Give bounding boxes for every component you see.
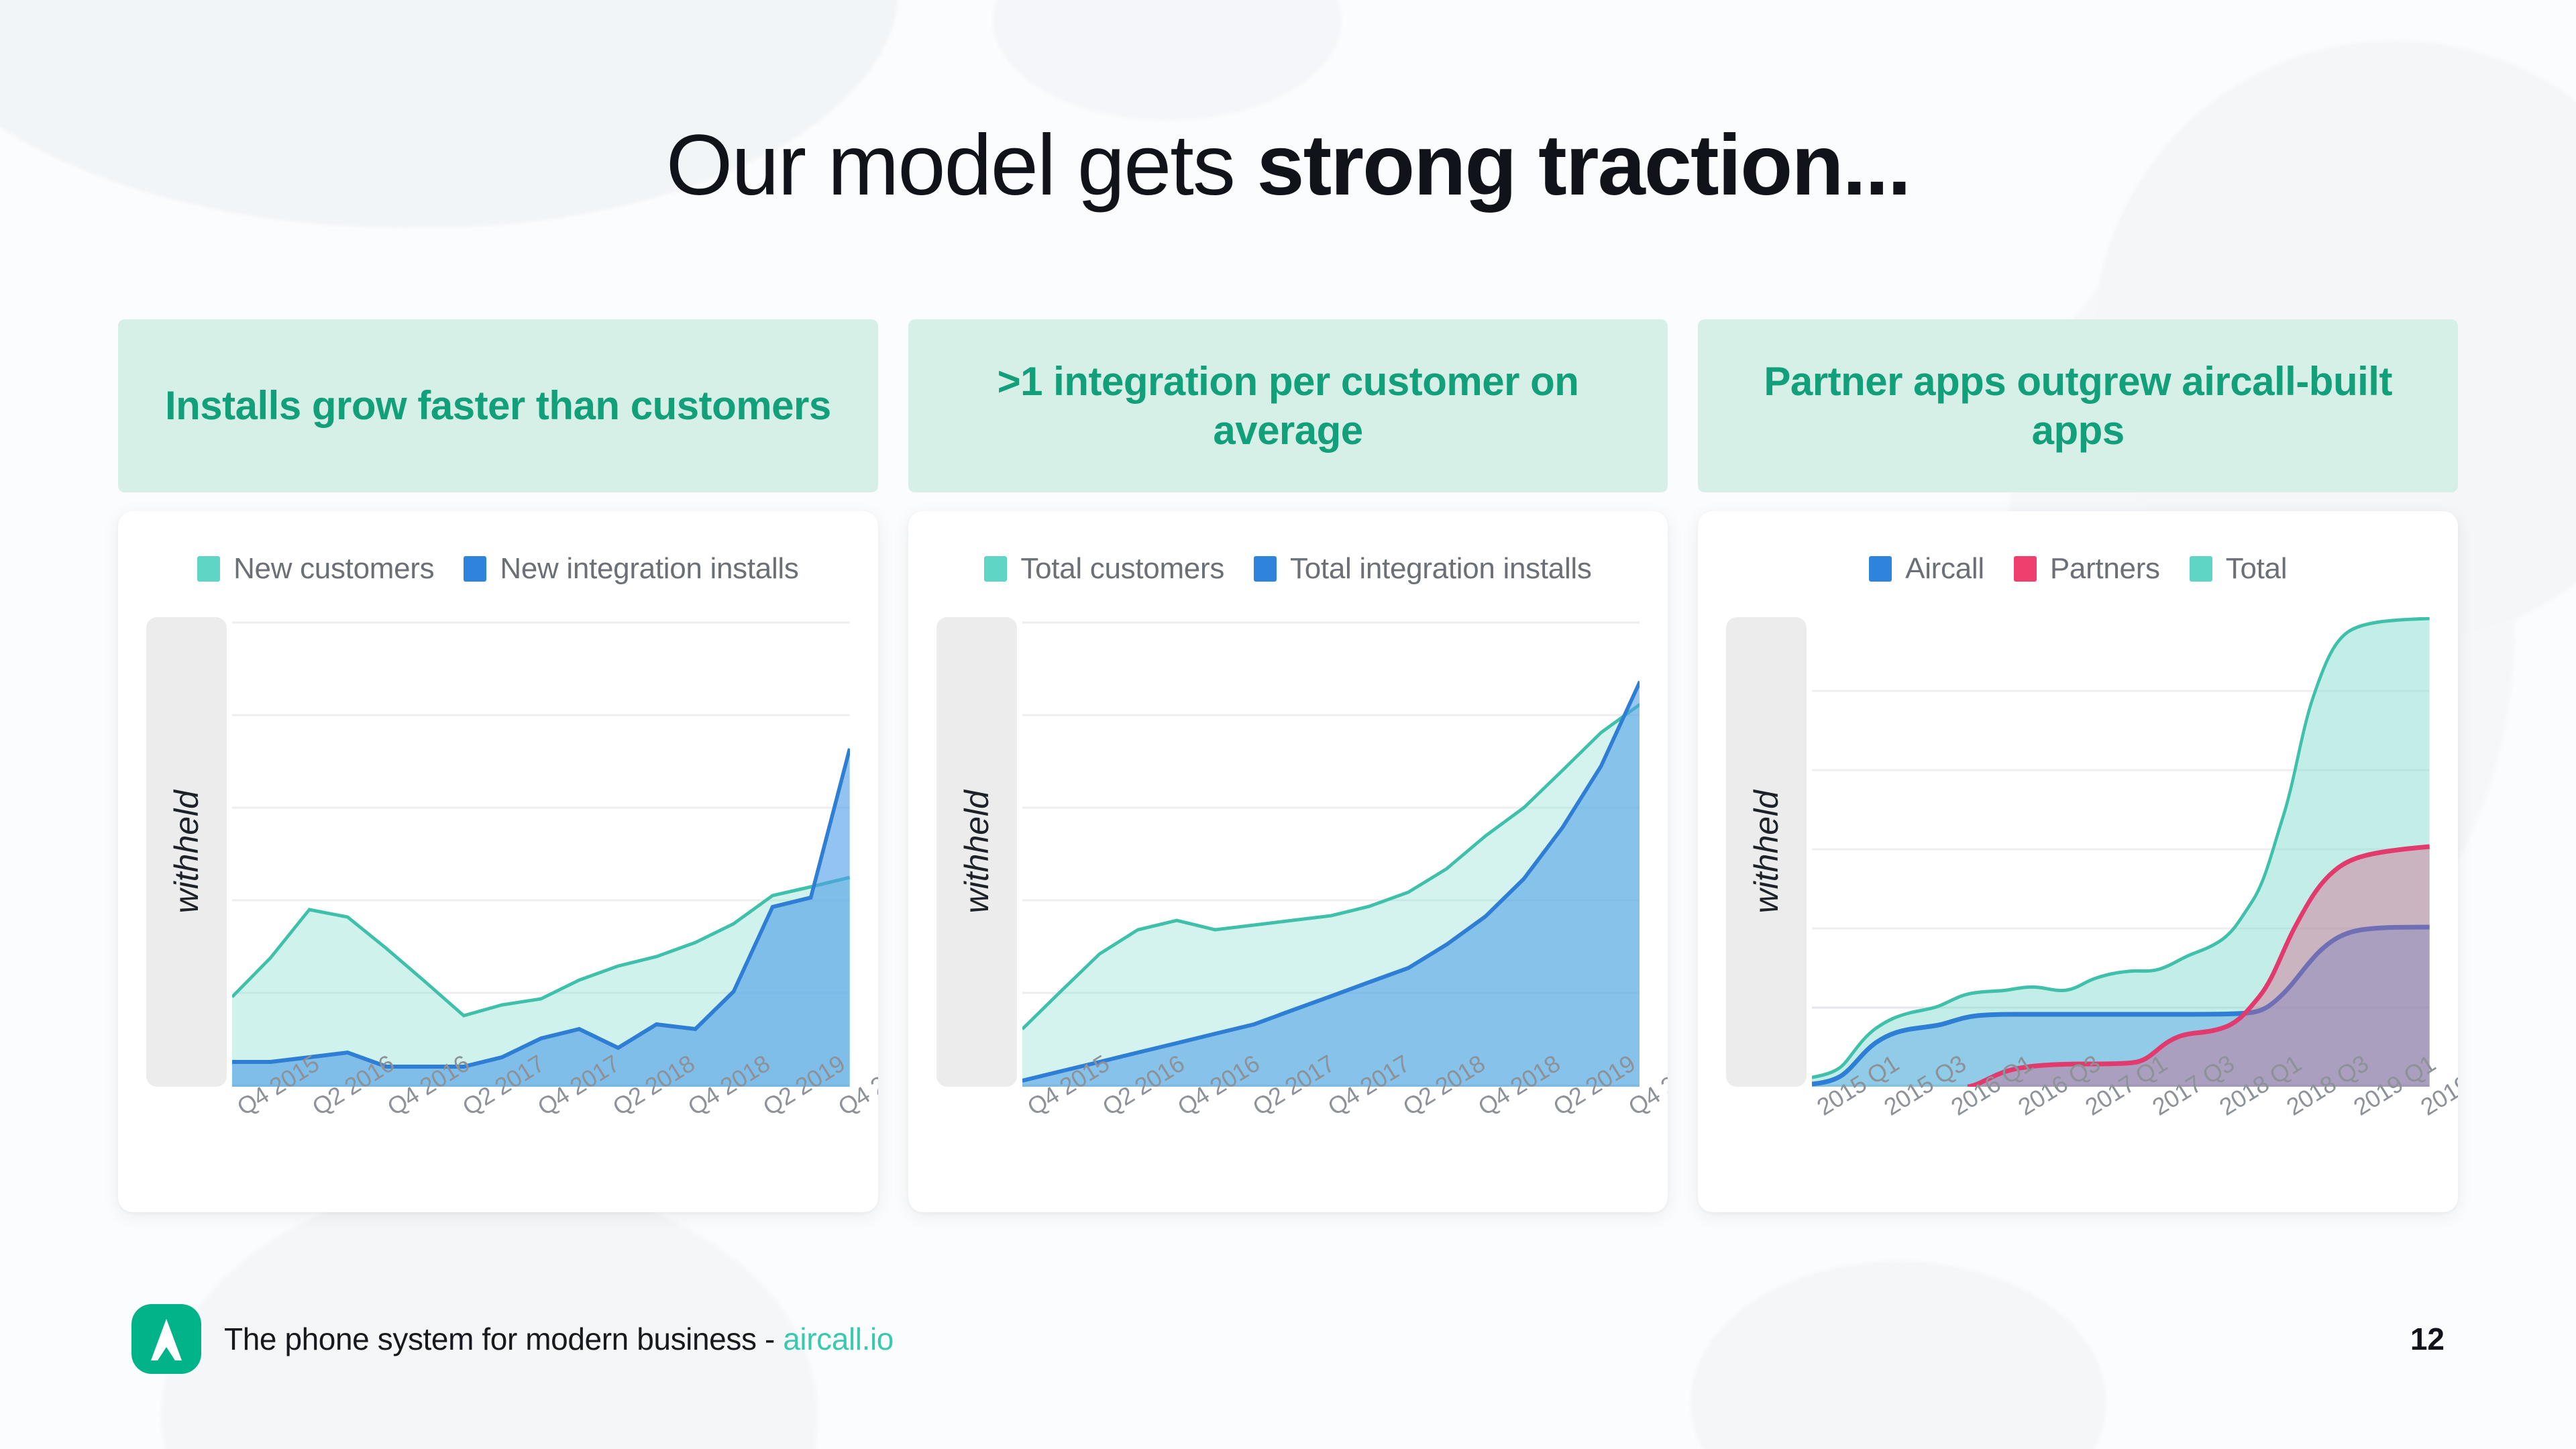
legend-label: Aircall — [1905, 552, 1984, 585]
y-axis-label: withheld — [957, 790, 996, 914]
page-number: 12 — [2410, 1322, 2445, 1356]
series-line-total-integration-installs — [1022, 680, 1640, 1083]
x-axis-2: Q4 2015 Q2 2016 Q4 2016 Q2 2017 Q4 2017 … — [1022, 1049, 1668, 1189]
series-line-total-customers — [1022, 702, 1640, 1030]
panel-one-integration-per-customer: >1 integration per customer on average T… — [908, 319, 1668, 1212]
y-axis-withheld-box-2: withheld — [936, 617, 1017, 1087]
plot-area-1 — [232, 617, 850, 1087]
aircall-logo-notch — [158, 1347, 175, 1360]
legend-label: New customers — [233, 552, 435, 585]
square-swatch-icon — [984, 556, 1008, 582]
y-axis-label: withheld — [1748, 790, 1786, 914]
panel-header-3: Partner apps outgrew aircall-built apps — [1698, 319, 2459, 492]
square-swatch-icon — [464, 556, 487, 582]
plot-region-2: withheld — [936, 617, 1640, 1087]
y-axis-withheld-box-1: withheld — [146, 617, 227, 1087]
legend-item-total: Total — [2189, 552, 2288, 586]
panel-header-2: >1 integration per customer on average — [908, 319, 1668, 492]
legend-label: Total — [2225, 552, 2288, 585]
panel-header-1: Installs grow faster than customers — [118, 319, 878, 492]
series-area-new-integration-installs — [232, 749, 850, 1087]
square-swatch-icon — [1869, 556, 1892, 582]
legend-label: Total customers — [1020, 552, 1225, 585]
legend-item-new-customers: New customers — [197, 552, 435, 586]
chart-legend-2: Total customers Total integration instal… — [936, 547, 1640, 590]
square-swatch-icon — [197, 556, 221, 582]
panel-columns: Installs grow faster than customers New … — [118, 319, 2459, 1212]
chart-legend-1: New customers New integration installs — [146, 547, 850, 590]
page-title-light: Our model gets — [665, 117, 1257, 213]
plot-area-3 — [1812, 617, 2430, 1087]
series-area-total-integration-installs — [1022, 682, 1640, 1087]
footer-url-link[interactable]: aircall.io — [783, 1322, 894, 1356]
legend-item-partners: Partners — [2013, 552, 2160, 586]
area-chart-3 — [1812, 617, 2430, 1087]
legend-label: Total integration installs — [1290, 552, 1592, 585]
x-axis-3: 2015 Q1 2015 Q3 2016 Q1 2016 Q3 2017 Q1 … — [1812, 1049, 2458, 1189]
chart-card-2: Total customers Total integration instal… — [908, 511, 1668, 1212]
footer-tagline: The phone system for modern business - a… — [224, 1321, 894, 1357]
square-swatch-icon — [2013, 556, 2037, 582]
page-title: Our model gets strong traction... — [0, 120, 2576, 211]
plot-region-1: withheld — [146, 617, 850, 1087]
legend-item-aircall: Aircall — [1869, 552, 1984, 586]
footer-tagline-text: The phone system for modern business - — [224, 1322, 784, 1356]
chart-legend-3: Aircall Partners Total — [1726, 547, 2430, 590]
y-axis-withheld-box-3: withheld — [1726, 617, 1807, 1087]
chart-card-1: New customers New integration installs w… — [118, 511, 878, 1212]
panel-installs-grow-faster: Installs grow faster than customers New … — [118, 319, 878, 1212]
square-swatch-icon — [1254, 556, 1277, 582]
page-title-strong: strong traction... — [1256, 117, 1911, 213]
footer: The phone system for modern business - a… — [131, 1304, 2445, 1374]
area-chart-2 — [1022, 621, 1640, 1087]
chart-card-3: Aircall Partners Total withheld — [1698, 511, 2459, 1212]
area-chart-1 — [232, 621, 850, 1087]
legend-label: Partners — [2049, 552, 2160, 585]
y-axis-label: withheld — [168, 790, 205, 914]
series-area-partners — [1812, 847, 2430, 1087]
legend-label: New integration installs — [500, 552, 799, 585]
series-line-new-customers — [232, 875, 850, 1018]
series-line-new-integration-installs — [232, 748, 850, 1069]
series-area-aircall — [1812, 927, 2430, 1087]
plot-area-2 — [1022, 617, 1640, 1087]
aircall-logo-icon — [131, 1304, 201, 1374]
x-axis-1: Q4 2015 Q2 2016 Q4 2016 Q2 2017 Q4 2017 … — [232, 1049, 878, 1189]
legend-item-total-integration-installs: Total integration installs — [1254, 552, 1592, 586]
panel-partner-apps-outgrew: Partner apps outgrew aircall-built apps … — [1698, 319, 2459, 1212]
square-swatch-icon — [2189, 556, 2212, 582]
legend-item-total-customers: Total customers — [984, 552, 1224, 586]
plot-region-3: withheld — [1726, 617, 2430, 1087]
legend-item-new-integration-installs: New integration installs — [464, 552, 799, 586]
